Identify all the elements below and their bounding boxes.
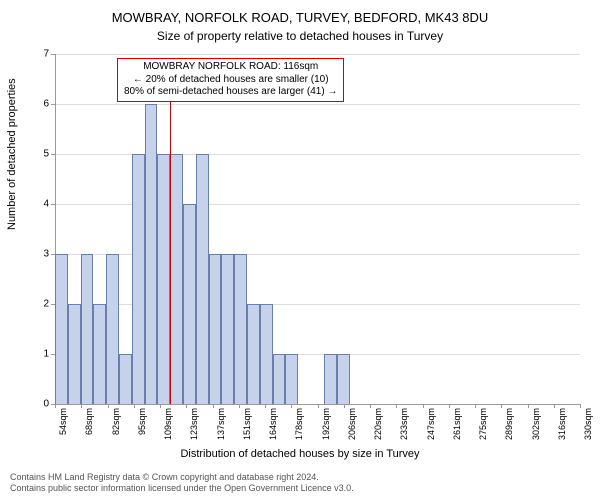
x-tick-label: 316sqm (557, 408, 567, 440)
gridline (55, 104, 580, 105)
histogram-bar (260, 304, 273, 404)
histogram-bar (81, 254, 94, 404)
histogram-bar (209, 254, 222, 404)
x-tick-label: 151sqm (242, 408, 252, 440)
annotation-line-2: ← 20% of detached houses are smaller (10… (124, 74, 337, 87)
histogram-bar (285, 354, 298, 404)
x-tick-mark (554, 404, 555, 408)
x-tick-label: 220sqm (373, 408, 383, 440)
x-tick-mark (239, 404, 240, 408)
histogram-bar (55, 254, 68, 404)
plot-area: MOWBRAY NORFOLK ROAD: 116sqm ← 20% of de… (55, 54, 580, 404)
x-tick-mark (370, 404, 371, 408)
annotation-line-3: 80% of semi-detached houses are larger (… (124, 86, 337, 99)
histogram-bar (337, 354, 350, 404)
histogram-bar (273, 354, 286, 404)
x-tick-label: 137sqm (216, 408, 226, 440)
chart-title: MOWBRAY, NORFOLK ROAD, TURVEY, BEDFORD, … (0, 0, 600, 27)
histogram-bar (119, 354, 132, 404)
x-tick-mark (344, 404, 345, 408)
x-tick-mark (160, 404, 161, 408)
x-tick-label: 95sqm (137, 408, 147, 435)
annotation-line-1: MOWBRAY NORFOLK ROAD: 116sqm (124, 61, 337, 74)
x-tick-mark (475, 404, 476, 408)
x-tick-label: 206sqm (347, 408, 357, 440)
x-tick-mark (186, 404, 187, 408)
annotation-box: MOWBRAY NORFOLK ROAD: 116sqm ← 20% of de… (117, 58, 344, 102)
histogram-bar (157, 154, 170, 404)
x-axis-label: Distribution of detached houses by size … (0, 448, 600, 460)
x-tick-mark (55, 404, 56, 408)
x-tick-label: 275sqm (478, 408, 488, 440)
x-tick-mark (81, 404, 82, 408)
x-tick-label: 302sqm (531, 408, 541, 440)
x-tick-label: 178sqm (294, 408, 304, 440)
histogram-bar (132, 154, 145, 404)
chart-subtitle: Size of property relative to detached ho… (0, 27, 600, 43)
x-tick-label: 192sqm (321, 408, 331, 440)
x-tick-mark (265, 404, 266, 408)
x-tick-mark (318, 404, 319, 408)
histogram-bar (170, 154, 183, 404)
x-tick-label: 261sqm (452, 408, 462, 440)
x-tick-label: 330sqm (583, 408, 593, 440)
x-tick-mark (134, 404, 135, 408)
caption-line-2: Contains public sector information licen… (10, 483, 354, 494)
x-tick-mark (396, 404, 397, 408)
x-tick-mark (449, 404, 450, 408)
histogram-bar (324, 354, 337, 404)
x-tick-mark (528, 404, 529, 408)
caption-line-1: Contains HM Land Registry data © Crown c… (10, 472, 354, 483)
x-tick-mark (501, 404, 502, 408)
x-tick-label: 68sqm (84, 408, 94, 435)
x-tick-mark (580, 404, 581, 408)
x-tick-mark (213, 404, 214, 408)
gridline (55, 54, 580, 55)
histogram-bar (106, 254, 119, 404)
x-tick-label: 109sqm (163, 408, 173, 440)
histogram-bar (196, 154, 209, 404)
x-tick-mark (108, 404, 109, 408)
histogram-bar (221, 254, 234, 404)
marker-line (170, 102, 171, 404)
y-axis-label: Number of detached properties (6, 78, 18, 230)
x-tick-label: 247sqm (426, 408, 436, 440)
x-tick-mark (291, 404, 292, 408)
x-tick-label: 82sqm (111, 408, 121, 435)
histogram-bar (68, 304, 81, 404)
x-tick-label: 164sqm (268, 408, 278, 440)
histogram-bar (183, 204, 196, 404)
x-tick-label: 54sqm (58, 408, 68, 435)
x-tick-mark (423, 404, 424, 408)
histogram-bar (93, 304, 106, 404)
x-tick-label: 123sqm (189, 408, 199, 440)
histogram-bar (247, 304, 260, 404)
histogram-bar (145, 104, 158, 404)
x-tick-label: 233sqm (399, 408, 409, 440)
caption: Contains HM Land Registry data © Crown c… (10, 472, 354, 494)
x-tick-label: 289sqm (504, 408, 514, 440)
chart-container: MOWBRAY, NORFOLK ROAD, TURVEY, BEDFORD, … (0, 0, 600, 500)
histogram-bar (234, 254, 247, 404)
